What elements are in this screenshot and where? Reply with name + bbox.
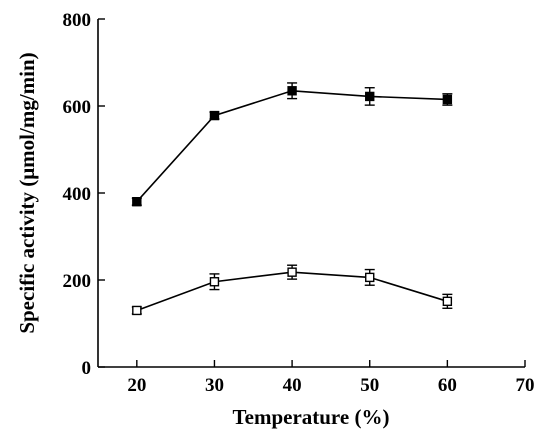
x-tick-label: 20 (127, 375, 146, 396)
axes (97, 19, 525, 368)
data-point (209, 277, 220, 287)
series-layer (131, 82, 453, 316)
x-axis-title: Temperature (%) (233, 405, 390, 429)
series-2 (131, 264, 453, 316)
y-tick-label: 800 (63, 10, 92, 31)
data-point (365, 272, 375, 283)
data-point (132, 305, 142, 316)
y-tick-label: 600 (63, 97, 92, 118)
x-tick-label: 30 (205, 375, 224, 396)
ticks: 0 200 400 600 800 20 30 40 50 60 70 (63, 10, 535, 396)
data-point (442, 296, 453, 307)
data-point (287, 267, 297, 277)
x-tick-label: 40 (283, 375, 302, 396)
x-tick-label: 60 (438, 375, 457, 396)
y-tick-label: 200 (63, 271, 92, 292)
data-point (132, 196, 142, 207)
data-point (287, 86, 297, 96)
series-line (136, 89, 448, 203)
y-axis-title: Specific activity (μmol/mg/min) (15, 52, 39, 333)
x-tick-label: 70 (516, 375, 535, 396)
series-1 (131, 82, 453, 207)
y-tick-label: 400 (63, 184, 92, 205)
data-point (365, 91, 375, 102)
x-tick-label: 50 (360, 375, 379, 396)
data-point (209, 110, 220, 121)
y-tick-label: 0 (82, 358, 92, 379)
data-point (442, 94, 453, 105)
